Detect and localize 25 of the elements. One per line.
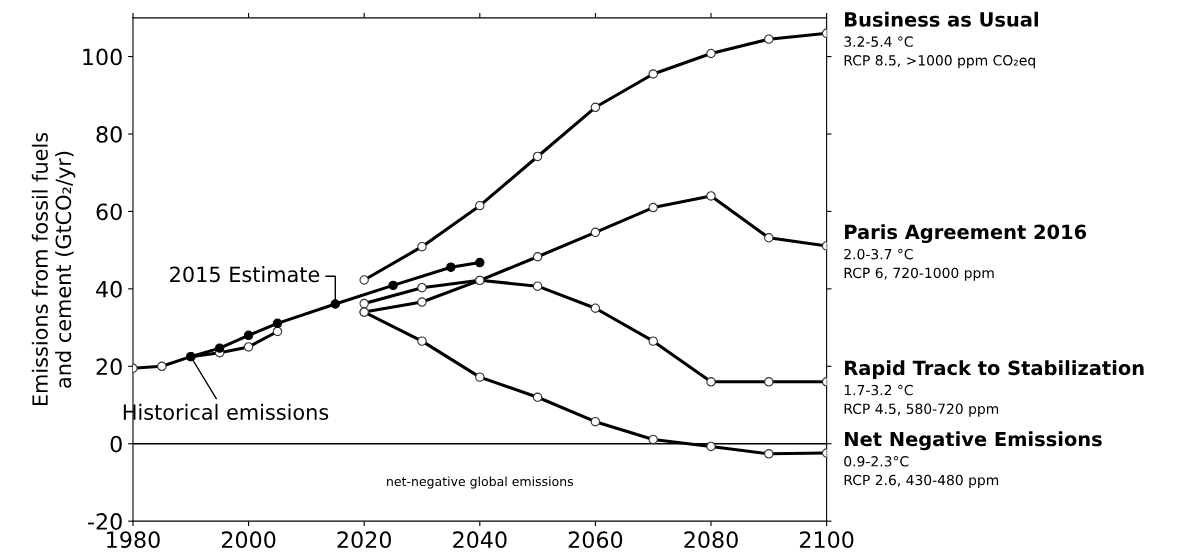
series-label: Paris Agreement 2016 xyxy=(845,224,1087,244)
x-tick-label: 2100 xyxy=(799,531,854,549)
y-tick-label: 80 xyxy=(96,125,122,143)
annotation: 2015 Estimate xyxy=(170,266,320,283)
annotation: 2.0-3.7 °C RCP 6, 720-1000 ppm xyxy=(844,248,994,281)
annotation: net-negative global emissions xyxy=(387,476,574,489)
y-axis-title: Emissions from fossil fuels and cement (GtCO₂/yr) xyxy=(31,132,76,406)
y-tick-label: 100 xyxy=(83,48,122,66)
y-tick-label: 0 xyxy=(110,435,122,453)
x-tick-label: 1980 xyxy=(107,531,160,549)
y-tick-label: -20 xyxy=(88,513,122,530)
legend-label: Rapid Track to Stabilization xyxy=(845,360,1144,380)
annotation: 3.2-5.4 °C RCP 8.5, >1000 ppm CO₂eq xyxy=(844,36,1035,69)
x-tick-label: 2040 xyxy=(453,531,507,549)
legend-label: Business as Usual xyxy=(845,11,1038,27)
legend-label: Net Negative Emissions xyxy=(845,431,1102,451)
x-tick-label: 2020 xyxy=(337,531,391,549)
y-tick-label: 20 xyxy=(96,358,122,376)
y-tick-label: 60 xyxy=(96,203,122,221)
y-tick-label: 40 xyxy=(96,280,122,298)
x-tick-label: 2000 xyxy=(221,531,276,549)
annotation: 1.7-3.2 °C RCP 4.5, 580-720 ppm xyxy=(844,384,999,417)
x-tick-label: 2060 xyxy=(568,531,623,549)
x-tick-label: 2080 xyxy=(684,531,738,549)
annotation: 0.9-2.3°C RCP 2.6, 430-480 ppm xyxy=(844,456,999,488)
